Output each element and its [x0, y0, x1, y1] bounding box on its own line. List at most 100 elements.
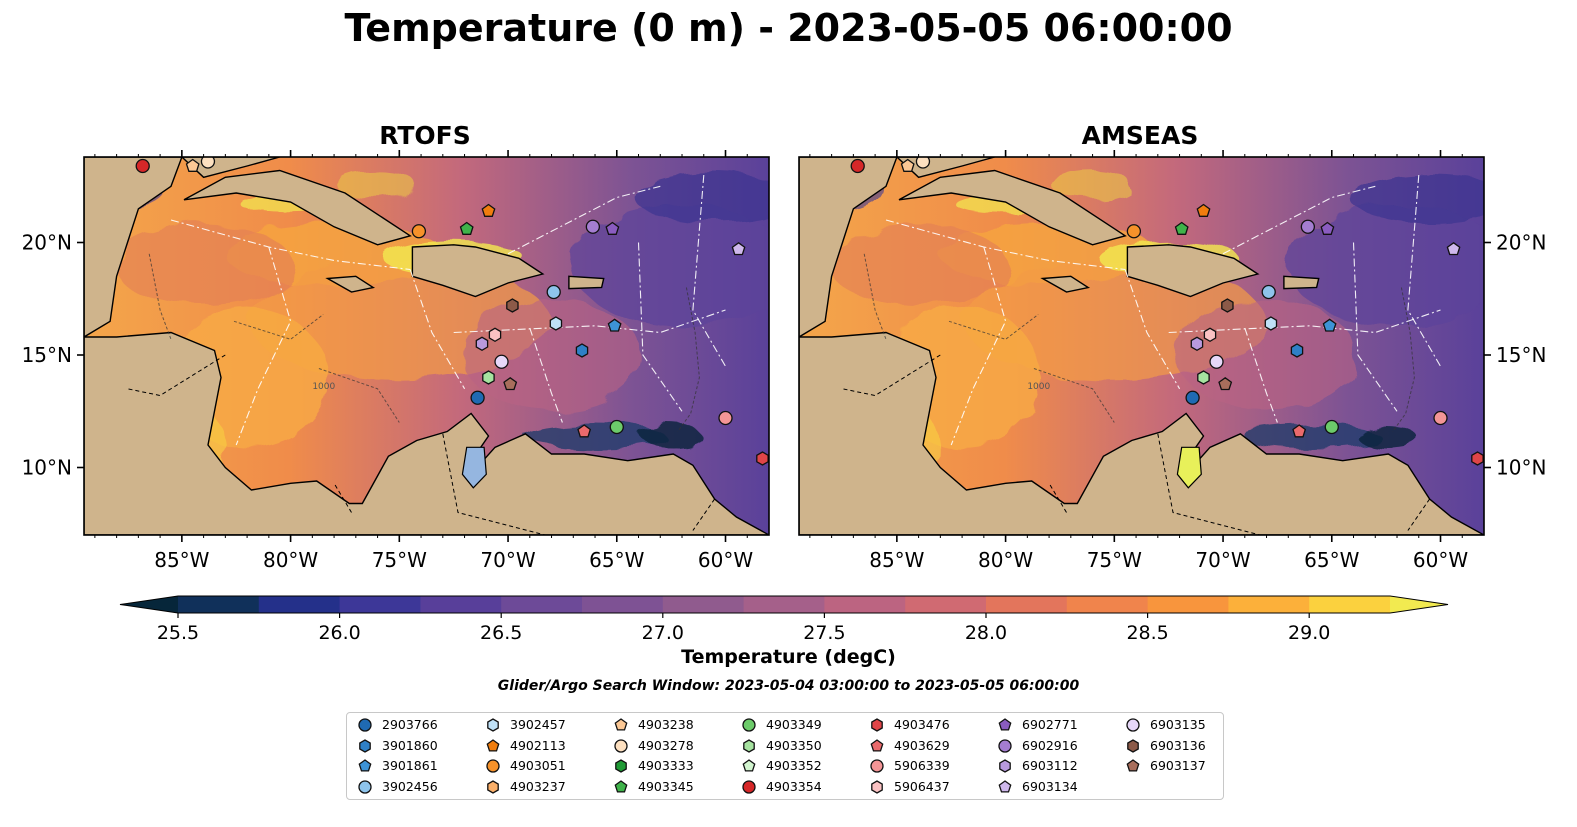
legend-hexagon-icon	[871, 779, 883, 794]
legend-label: 4903238	[638, 717, 694, 732]
lat-tick-label: 15°N	[22, 343, 72, 367]
float-marker-4902113	[481, 203, 496, 217]
float-marker-4903051	[1126, 224, 1142, 239]
legend-label: 4903354	[766, 778, 822, 794]
legend-pentagon-icon	[614, 779, 628, 793]
float-marker-4903349	[1324, 419, 1339, 435]
colorbar-tick-label: 26.0	[318, 622, 360, 644]
float-marker-6902771	[1320, 221, 1335, 235]
legend-circle-icon	[358, 718, 372, 732]
legend-label: 4903350	[766, 737, 822, 753]
legend-marker	[998, 779, 1012, 793]
lon-tick-label: 75°W	[372, 548, 427, 572]
legend-label: 3902456	[382, 778, 438, 794]
colorbar-tick-label: 27.5	[803, 622, 845, 644]
legend-marker	[870, 759, 884, 773]
search-window-text: Glider/Argo Search Window: 2023-05-04 03…	[497, 678, 1080, 694]
colorbar-tick-label: 27.0	[642, 622, 684, 644]
legend-circle-icon	[614, 738, 628, 753]
float-marker-3902456	[546, 284, 561, 300]
legend-hexagon-icon	[743, 738, 755, 753]
float-marker-6903137	[1218, 377, 1233, 391]
float-marker-5906437	[1203, 327, 1217, 343]
legend-marker	[359, 738, 371, 753]
float-marker-6903112	[1190, 336, 1204, 352]
float-legend: 2903766 3901860 3901861 3902456 3902457 49021…	[346, 712, 1224, 800]
legend-pentagon-icon	[998, 718, 1012, 731]
legend-marker	[615, 759, 627, 773]
legend-marker	[871, 718, 883, 732]
float-marker-6903135	[494, 354, 509, 369]
float-marker-4903629	[1292, 424, 1307, 438]
legend-label: 5906437	[894, 778, 950, 794]
legend-circle-icon	[1126, 718, 1140, 732]
legend-label: 6903137	[1150, 758, 1206, 773]
legend-label: 5906339	[894, 758, 950, 773]
float-marker-4903345	[1174, 221, 1189, 235]
legend-label: 6903112	[1022, 758, 1078, 773]
legend-marker	[743, 738, 755, 753]
lon-tick-label: 70°W	[1195, 548, 1250, 572]
lon-tick-label: 65°W	[1304, 548, 1359, 572]
colorbar-tick-label: 29.0	[1288, 622, 1330, 644]
legend-label: 4903476	[894, 717, 950, 732]
float-marker-5906437	[488, 327, 502, 343]
legend-marker	[742, 718, 756, 732]
map-panel-rtofs: 1000 85°W 80°W 75°W 70°W 65°W 60°W 20°N 15°N 10°N	[22, 150, 770, 572]
lon-tick-label: 65°W	[589, 548, 644, 572]
legend-label: 4903051	[510, 758, 566, 773]
legend-label: 4903278	[638, 737, 694, 753]
lat-tick-label: 20°N	[22, 231, 72, 255]
float-marker-4903238	[185, 158, 200, 172]
contour-label: 1000	[1027, 382, 1050, 392]
float-marker-6903136	[1221, 298, 1234, 313]
legend-pentagon-icon	[998, 779, 1012, 793]
float-marker-6903134	[1446, 242, 1461, 256]
contour-label: 1000	[312, 382, 335, 392]
float-marker-3902457	[1264, 316, 1278, 331]
float-marker-5906339	[718, 410, 733, 426]
legend-marker	[870, 738, 884, 752]
float-marker-3901861	[607, 318, 622, 332]
float-marker-4903476	[756, 451, 769, 466]
map-panels: 1000 85°W 80°W 75°W 70°W 65°W 60°W 20°N 15°N 10°N…	[22, 150, 1546, 572]
legend-pentagon-icon	[870, 738, 884, 752]
float-marker-4903354	[135, 158, 150, 174]
legend-hexagon-icon	[615, 759, 627, 773]
float-marker-3901860	[1290, 343, 1304, 358]
panel-title-amseas: AMSEAS	[1081, 121, 1199, 150]
legend-marker	[487, 718, 499, 732]
float-marker-6903134	[731, 242, 746, 256]
legend-label: 4903345	[638, 778, 694, 794]
legend-label: 4903352	[766, 758, 822, 773]
lon-tick-label: 85°W	[869, 548, 924, 572]
float-marker-3902456	[1261, 284, 1276, 300]
float-marker-4903278	[200, 157, 216, 169]
legend-marker	[998, 738, 1012, 753]
float-marker-6903137	[503, 377, 518, 391]
legend-label: 4903333	[638, 758, 694, 773]
legend-marker	[998, 718, 1012, 731]
float-marker-4903629	[577, 424, 592, 438]
legend-marker	[1126, 718, 1140, 732]
legend-marker	[871, 779, 883, 794]
float-marker-4902113	[1196, 203, 1211, 217]
legend-marker	[358, 779, 372, 794]
lat-tick-label: 20°N	[1496, 231, 1546, 255]
float-marker-6902916	[585, 219, 601, 234]
lon-tick-label: 80°W	[978, 548, 1033, 572]
legend-label: 3901860	[382, 737, 438, 753]
legend-label: 3902457	[510, 717, 566, 732]
float-marker-2903766	[470, 390, 485, 405]
legend-pentagon-icon	[486, 738, 500, 752]
legend-pentagon-icon	[614, 718, 628, 731]
lat-tick-label: 10°N	[1496, 456, 1546, 480]
legend-marker	[614, 738, 628, 753]
lon-tick-label: 70°W	[480, 548, 535, 572]
legend-label: 4902113	[510, 737, 566, 753]
float-marker-4903278	[915, 157, 931, 169]
legend-circle-icon	[486, 759, 500, 773]
float-marker-6902916	[1300, 219, 1316, 234]
float-marker-4903354	[850, 158, 865, 174]
legend-label: 6902771	[1022, 717, 1078, 732]
